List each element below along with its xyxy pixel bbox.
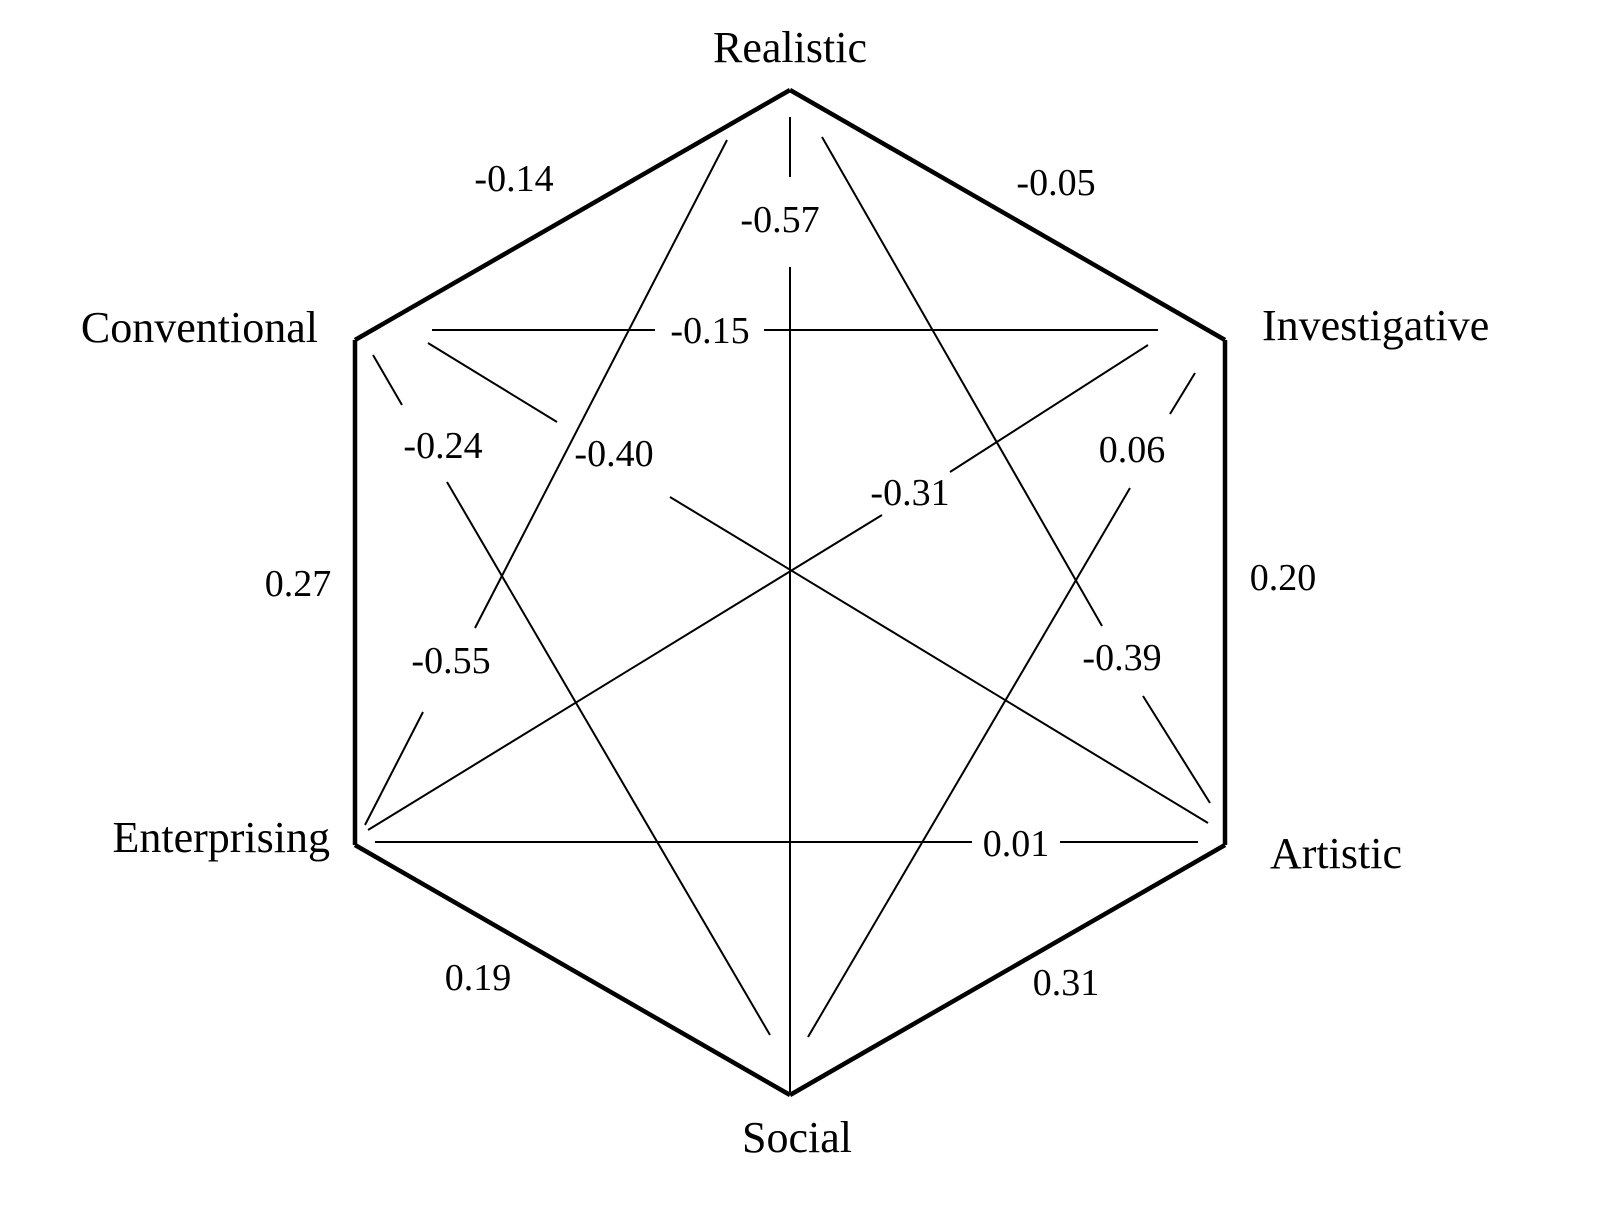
connector-investigative-social-upper: [1169, 372, 1196, 415]
connector-realistic-artistic-upper: [821, 136, 1103, 627]
node-social: Social: [742, 1113, 852, 1162]
corr-investigative-conventional: -0.15: [670, 310, 749, 352]
corr-investigative-social: 0.06: [1099, 429, 1166, 471]
vertex-labels: Realistic Investigative Artistic Social …: [81, 23, 1489, 1162]
corr-investigative-enterprising: -0.31: [870, 472, 949, 514]
corr-social-conventional: -0.24: [403, 425, 482, 467]
node-artistic: Artistic: [1270, 829, 1402, 878]
connector-conventional-artistic-upper: [427, 342, 558, 423]
edge-artistic-social: [788, 843, 1227, 1097]
connector-investigative-enterprising-upper: [949, 344, 1149, 473]
connector-investigative-social-lower: [807, 487, 1131, 1038]
corr-realistic-social: -0.57: [740, 199, 819, 241]
corr-artistic-social: 0.31: [1033, 962, 1100, 1004]
connector-conventional-social-upper: [372, 354, 403, 406]
connector-realistic-enterprising-upper: [474, 139, 728, 629]
corr-realistic-artistic: -0.39: [1082, 637, 1161, 679]
connector-realistic-artistic-lower: [1142, 695, 1211, 804]
edge-conventional-realistic: [353, 88, 792, 342]
node-investigative: Investigative: [1262, 301, 1489, 350]
hexagon-outline: [352, 88, 1228, 1097]
corr-social-enterprising: 0.19: [445, 957, 512, 999]
corr-conventional-realistic: -0.14: [474, 158, 553, 200]
corr-investigative-artistic: 0.20: [1250, 557, 1317, 599]
edge-realistic-investigative: [788, 88, 1227, 342]
edge-social-enterprising: [353, 843, 792, 1097]
node-conventional: Conventional: [81, 303, 318, 352]
corr-artistic-conventional: -0.40: [574, 433, 653, 475]
correlation-labels: -0.05 0.20 0.31 0.19 0.27 -0.14 -0.57 -0…: [265, 158, 1317, 1004]
node-realistic: Realistic: [713, 23, 867, 72]
node-enterprising: Enterprising: [112, 813, 330, 862]
connector-lines: [364, 117, 1211, 1092]
connector-realistic-enterprising-lower: [364, 711, 424, 826]
corr-realistic-investigative: -0.05: [1016, 162, 1095, 204]
connector-investigative-enterprising-lower: [367, 514, 883, 831]
corr-realistic-enterprising: -0.55: [411, 640, 490, 682]
connector-conventional-social-lower: [446, 481, 771, 1036]
connector-conventional-artistic-lower: [669, 496, 1209, 824]
corr-artistic-enterprising: 0.01: [983, 823, 1050, 865]
corr-enterprising-conventional: 0.27: [265, 563, 332, 605]
